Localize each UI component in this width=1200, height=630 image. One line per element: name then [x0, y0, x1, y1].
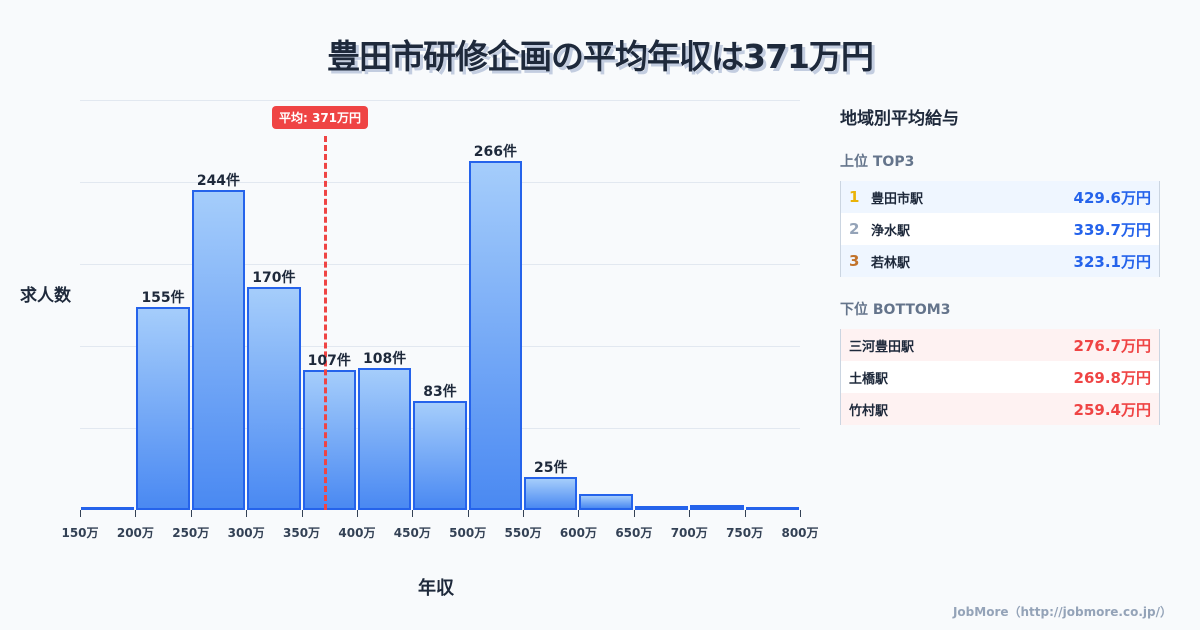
bar-value-label: 266件	[473, 144, 517, 160]
gridline	[80, 346, 800, 347]
top3-heading: 上位 TOP3	[840, 154, 915, 170]
x-tick-label: 500万	[449, 526, 487, 540]
table-row: 三河豊田駅 276.7万円	[841, 329, 1159, 361]
gridline	[80, 100, 800, 101]
station-name: 浄水駅	[871, 223, 911, 239]
histogram-bar	[745, 507, 799, 510]
salary-value: 339.7万円	[1073, 220, 1151, 239]
histogram-bar	[81, 507, 135, 510]
histogram-bar	[468, 161, 523, 510]
source-credit: JobMore（http://jobmore.co.jp/）	[952, 605, 1172, 619]
x-tick	[523, 510, 525, 517]
x-tick-label: 450万	[393, 526, 431, 540]
x-tick	[301, 510, 303, 517]
x-tick	[80, 510, 81, 517]
histogram-bar	[413, 401, 467, 510]
y-axis-label: 求人数	[20, 286, 71, 306]
rank-number: 3	[849, 252, 860, 270]
table-row: 土橋駅 269.8万円	[841, 361, 1159, 393]
histogram-bar	[524, 477, 578, 510]
bar-value-label: 244件	[196, 172, 241, 189]
histogram-bar	[357, 368, 412, 510]
x-tick-label: 400万	[338, 526, 376, 540]
station-name: 三河豊田駅	[849, 339, 915, 355]
bar-value-label: 25件	[534, 460, 568, 477]
bar-value-label: 107件	[307, 352, 351, 369]
bottom3-heading: 下位 BOTTOM3	[840, 302, 951, 318]
x-tick	[800, 510, 801, 517]
x-tick	[689, 510, 691, 517]
bar-value-label: 108件	[362, 351, 407, 368]
salary-value: 269.8万円	[1073, 368, 1151, 387]
table-row: 竹村駅 259.4万円	[841, 393, 1159, 425]
x-tick-label: 800万	[781, 526, 819, 540]
station-name: 土橋駅	[849, 371, 889, 387]
x-tick-label: 550万	[504, 526, 542, 540]
histogram-bar	[579, 494, 633, 510]
histogram-bar	[191, 189, 246, 510]
salary-value: 276.7万円	[1073, 336, 1151, 355]
table-row: 2 浄水駅 339.7万円	[841, 213, 1159, 245]
panel-title: 地域別平均給与	[840, 109, 959, 129]
histogram-bar	[247, 286, 301, 510]
gridline	[80, 264, 800, 265]
x-tick	[190, 510, 192, 517]
x-tick	[135, 510, 137, 517]
x-tick	[744, 510, 746, 517]
histogram-bar	[690, 504, 744, 510]
x-tick	[246, 510, 248, 517]
station-name: 豊田市駅	[871, 191, 924, 207]
bar-value-label: 83件	[423, 384, 457, 401]
histogram-bar	[136, 306, 190, 510]
x-tick	[467, 510, 469, 517]
x-tick-label: 750万	[726, 526, 764, 540]
gridline	[80, 182, 800, 183]
table-row: 3 若林駅 323.1万円	[841, 245, 1159, 277]
bottom3-table: 三河豊田駅 276.7万円 土橋駅 269.8万円 竹村駅 259.4万円	[840, 329, 1160, 425]
x-tick	[633, 510, 635, 517]
x-tick-label: 350万	[283, 526, 321, 540]
bar-value-label: 155件	[141, 289, 185, 306]
x-tick-label: 200万	[116, 526, 154, 540]
salary-value: 429.6万円	[1073, 188, 1151, 207]
regional-salary-panel: 地域別平均給与 上位 TOP3 1 豊田市駅 429.6万円 2 浄水駅 339…	[840, 104, 1160, 425]
x-axis-label: 年収	[418, 578, 454, 599]
table-row: 1 豊田市駅 429.6万円	[841, 181, 1159, 213]
page-title: 豊田市研修企画の平均年収は371万円	[327, 37, 874, 76]
mean-badge: 平均: 371万円	[272, 106, 369, 129]
x-tick	[412, 510, 414, 517]
histogram-bar	[634, 506, 689, 510]
x-tick-label: 300万	[227, 526, 265, 540]
x-tick-label: 150万	[61, 526, 99, 540]
x-tick	[578, 510, 580, 517]
histogram-plot: 155件 244件 170件 107件 108件 83件 266件 25件	[80, 100, 801, 517]
salary-value: 259.4万円	[1073, 400, 1151, 419]
histogram-bar	[302, 369, 356, 510]
station-name: 若林駅	[871, 255, 911, 271]
x-tick-label: 700万	[670, 526, 708, 540]
x-tick-label: 600万	[559, 526, 597, 540]
x-tick-label: 250万	[172, 526, 210, 540]
rank-number: 1	[849, 188, 860, 206]
salary-value: 323.1万円	[1073, 252, 1151, 271]
station-name: 竹村駅	[849, 403, 889, 419]
rank-number: 2	[849, 220, 860, 238]
bar-value-label: 170件	[252, 269, 296, 286]
mean-line	[323, 136, 327, 510]
top3-table: 1 豊田市駅 429.6万円 2 浄水駅 339.7万円 3 若林駅 323.1…	[840, 181, 1160, 277]
x-tick	[356, 510, 358, 517]
x-tick-label: 650万	[615, 526, 653, 540]
